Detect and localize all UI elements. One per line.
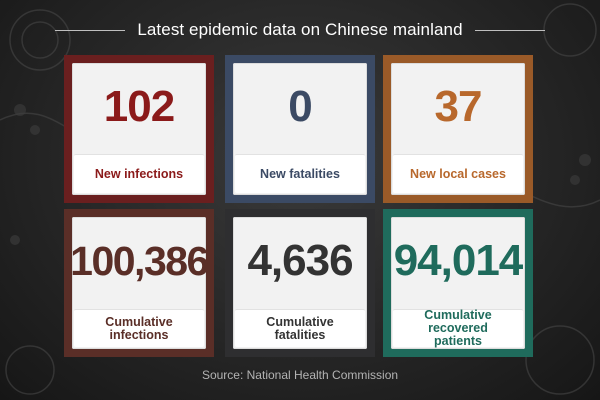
header-line-right (474, 29, 545, 31)
header-line-left (55, 29, 126, 31)
stat-label: New fatalities (235, 154, 365, 193)
card-cumulative-fatalities: 4,636 Cumulative fatalities (225, 209, 375, 357)
source-caption: Source: National Health Commission (201, 368, 399, 382)
card-new-local-cases: 37 New local cases (383, 55, 533, 203)
stat-label: New local cases (393, 154, 523, 193)
page-title: Latest epidemic data on Chinese mainland (137, 20, 463, 39)
card-cumulative-infections: 100,386 Cumulative infections (64, 209, 214, 357)
card-panel: 94,014 Cumulative recovered patients (391, 217, 525, 349)
stat-value: 0 (288, 82, 312, 131)
stat-label: Cumulative infections (74, 309, 204, 347)
card-panel: 0 New fatalities (233, 63, 367, 195)
stat-value: 94,014 (393, 236, 524, 285)
card-new-fatalities: 0 New fatalities (225, 55, 375, 203)
stat-value: 100,386 (70, 238, 209, 284)
card-new-infections: 102 New infections (64, 55, 214, 203)
card-panel: 37 New local cases (391, 63, 525, 195)
card-panel: 100,386 Cumulative infections (70, 217, 209, 349)
stat-label: Cumulative recovered patients (393, 309, 523, 348)
stat-value: 37 (434, 82, 483, 131)
header: Latest epidemic data on Chinese mainland (0, 16, 600, 44)
card-cumulative-recovered: 94,014 Cumulative recovered patients (383, 209, 533, 357)
stat-label: Cumulative fatalities (235, 309, 365, 347)
stat-value: 4,636 (247, 236, 353, 285)
stat-label: New infections (74, 154, 204, 193)
card-panel: 4,636 Cumulative fatalities (233, 217, 367, 349)
stat-value: 102 (103, 82, 175, 131)
card-panel: 102 New infections (72, 63, 206, 195)
